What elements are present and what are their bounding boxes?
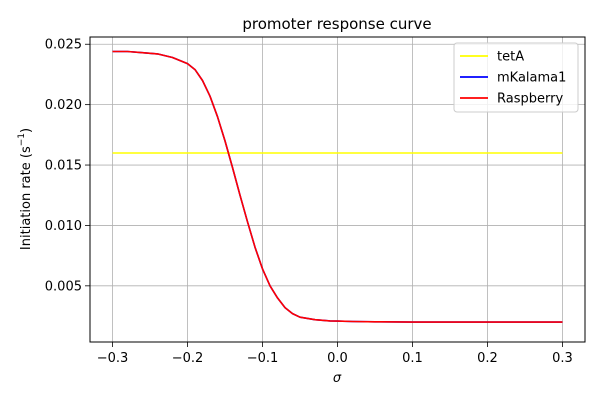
y-axis-label-close: ) <box>19 128 34 133</box>
legend-items: tetA mKalama1 Raspberry <box>460 50 566 107</box>
legend: tetA mKalama1 Raspberry <box>453 42 579 113</box>
series-lines <box>112 50 563 323</box>
legend-box <box>453 42 579 113</box>
x-tick-label: 0.1 <box>402 351 423 366</box>
y-tick-label: 0.010 <box>45 219 82 234</box>
x-tick-label: −0.1 <box>247 351 279 366</box>
y-axis-label-sup: −1 <box>17 133 27 146</box>
x-tick-label: 0.0 <box>327 351 348 366</box>
x-tick-label: 0.3 <box>552 351 573 366</box>
series-line-raspberry <box>112 50 563 323</box>
y-tick-label: 0.005 <box>45 279 82 294</box>
legend-item-raspberry: Raspberry <box>460 92 563 107</box>
x-tick-label: 0.2 <box>477 351 498 366</box>
legend-label: tetA <box>497 50 524 65</box>
legend-label: mKalama1 <box>497 71 566 86</box>
y-tick-label: 0.020 <box>45 98 82 113</box>
y-axis-ticks: 0.005 0.010 0.015 0.020 0.025 <box>45 38 90 294</box>
x-axis-ticks: −0.3 −0.2 −0.1 0.0 0.1 0.2 0.3 <box>97 342 573 366</box>
x-tick-label: −0.2 <box>172 351 204 366</box>
legend-label: Raspberry <box>497 92 563 107</box>
legend-item-teta: tetA <box>460 50 524 65</box>
legend-item-mkalama1: mKalama1 <box>460 71 566 86</box>
chart-title: promoter response curve <box>242 15 431 33</box>
y-tick-label: 0.015 <box>45 159 82 174</box>
y-axis-label-main: Initiation rate (s <box>19 146 34 250</box>
x-axis-label: σ <box>333 371 342 386</box>
y-tick-label: 0.025 <box>45 38 82 53</box>
y-axis-label: Initiation rate (s−1) <box>17 128 34 250</box>
x-tick-label: −0.3 <box>97 351 129 366</box>
